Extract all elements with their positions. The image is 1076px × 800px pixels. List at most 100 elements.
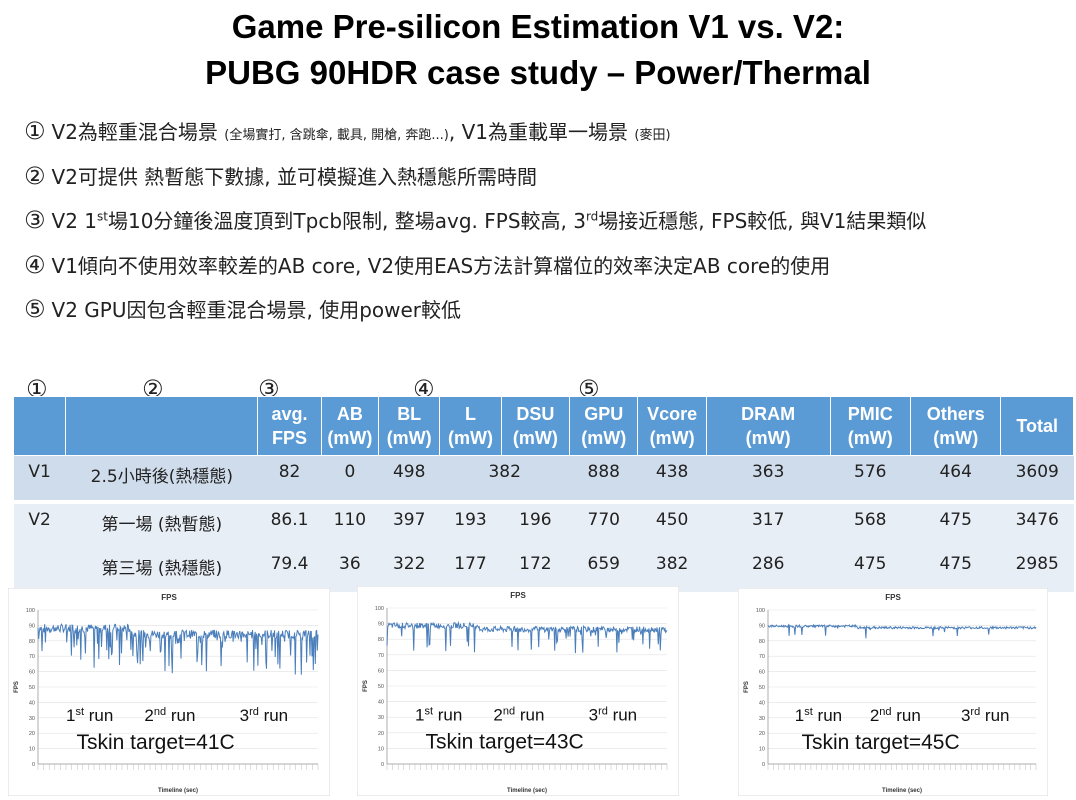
fps-chart-41c: FPS 100 90 80 70 60 50 40 30 20 10 0 FPS Timeline (se… [7, 587, 331, 797]
run-label: 3rd run [240, 706, 289, 725]
cell-pmic: 576 [830, 455, 911, 504]
title-line-1: Game Pre-silicon Estimation V1 vs. V2: [231, 8, 845, 45]
fps-series-line [386, 620, 668, 654]
x-axis-label: Timeline (sec) [882, 788, 922, 794]
tskin-target-label: Tskin target=45C [801, 731, 959, 754]
header-cell-ab: AB (mW) [320, 396, 380, 456]
y-tick-label: 0 [32, 762, 35, 768]
cell-pmic: 568 [830, 502, 911, 548]
y-tick-label: 10 [759, 747, 765, 753]
fps-series-line [767, 623, 1037, 639]
power-table: avg. FPS AB (mW) BL (mW) L (mW) DSU (mW) GPU(… [12, 396, 1074, 592]
y-tick-label: 90 [29, 623, 35, 629]
cell-gpu: 659 [569, 548, 638, 592]
y-tick-label: 80 [759, 639, 765, 645]
y-tick-label: 30 [759, 716, 765, 722]
y-tick-label: 60 [29, 670, 35, 676]
y-tick-label: 100 [375, 606, 384, 612]
header-cell-condition [65, 396, 259, 456]
bullet-number: ④ [24, 250, 46, 279]
run-label: 2nd run [870, 706, 921, 725]
chart-title: FPS [885, 593, 901, 602]
cell-dsu: 172 [501, 548, 570, 592]
bullet-text: V2可提供 熱暫態下數據, 並可模擬進入熱穩態所需時間 [51, 164, 537, 189]
y-axis-label: FPS [744, 681, 750, 693]
cell-version [13, 548, 66, 592]
bullet-number: ③ [24, 206, 46, 234]
run-label: 3rd run [589, 705, 638, 724]
run-label: 1st run [66, 706, 113, 725]
y-tick-label: 50 [759, 685, 765, 691]
cell-l: 177 [439, 548, 502, 592]
bullet-number: ① [24, 117, 46, 145]
y-tick-label: 30 [378, 715, 384, 721]
bullet-number: ② [24, 161, 46, 190]
cell-others: 475 [910, 548, 1001, 592]
cell-vcore: 450 [637, 502, 707, 548]
cell-pmic: 475 [830, 548, 911, 592]
slide-title: Game Pre-silicon Estimation V1 vs. V2: P… [0, 4, 1076, 96]
fps-series-line [37, 623, 319, 675]
fps-chart-43c: FPS 100 90 80 70 60 50 40 30 20 10 0 FPS Timeline (se… [356, 585, 680, 797]
bullet-text: V2 GPU因包含輕重混合場景, 使用power較低 [51, 298, 462, 322]
table-header-row: avg. FPS AB (mW) BL (mW) L (mW) DSU (mW) GPU(… [12, 396, 1074, 456]
y-tick-label: 70 [29, 654, 35, 660]
cell-total: 2985 [1000, 548, 1074, 592]
chart-title: FPS [161, 593, 177, 602]
y-tick-label: 20 [378, 731, 384, 737]
header-cell-dsu: DSU (mW) [500, 396, 571, 456]
cell-dram: 363 [706, 455, 831, 504]
cell-others: 475 [910, 502, 1001, 548]
bullet-text: , V1為重載單一場景 [448, 120, 635, 144]
cell-total: 3476 [1000, 502, 1074, 548]
y-tick-label: 20 [29, 731, 35, 737]
y-tick-label: 20 [759, 731, 765, 737]
y-axis-label: FPS [363, 680, 369, 692]
y-tick-label: 80 [378, 637, 384, 643]
header-cell-pmic: PMIC (mW) [829, 396, 911, 456]
bullet-1: ① V2為輕重混合場景 (全場實打, 含跳傘, 載具, 開槍, 奔跑...), V… [24, 112, 1064, 157]
bullet-text: 場接近穩態, FPS較低, 與V1結果類似 [598, 209, 927, 233]
header-cell-bl: BL (mW) [378, 396, 441, 456]
x-axis-label: Timeline (sec) [158, 788, 198, 794]
bullet-text: 場10分鐘後溫度頂到Tpcb限制, 整場avg. FPS較高, 3 [107, 209, 586, 233]
y-tick-label: 50 [378, 684, 384, 690]
fps-chart-45c: FPS 100 90 80 70 60 50 40 30 20 10 0 FPS Timeline (se… [737, 587, 1049, 797]
y-tick-label: 100 [756, 608, 765, 614]
y-axis-label: FPS [14, 681, 20, 693]
bullet-4: ④ V1傾向不使用效率較差的AB core, V2使用EAS方法計算檔位的效率決定… [24, 246, 1064, 291]
table-row: V2 第一場 (熱暫態) 86.1 110 397 193 196 770 45… [13, 502, 1074, 548]
cell-total: 3609 [1000, 455, 1074, 504]
run-label: 2nd run [493, 705, 544, 724]
cell-vcore: 382 [637, 548, 707, 592]
y-tick-label: 60 [759, 670, 765, 676]
bullet-text: V2為輕重混合場景 [51, 120, 225, 144]
header-cell-vcore: Vcore (mW) [637, 396, 707, 456]
run-label: 2nd run [144, 706, 195, 725]
y-tick-label: 10 [29, 747, 35, 753]
cell-fps: 86.1 [257, 502, 322, 548]
x-axis-label: Timeline (sec) [507, 788, 547, 794]
chart-frame [356, 585, 680, 797]
chart-frame [7, 587, 331, 797]
cell-vcore: 438 [637, 455, 707, 504]
bullet-5: ⑤ V2 GPU因包含輕重混合場景, 使用power較低 [24, 290, 1064, 335]
y-tick-label: 90 [378, 622, 384, 628]
header-cell-fps: avg. FPS [257, 396, 322, 456]
y-tick-label: 10 [378, 746, 384, 752]
header-cell-total: Total [1000, 396, 1074, 456]
header-cell-dram: DRAM (mW) [705, 396, 831, 456]
cell-ab: 0 [321, 455, 379, 504]
run-label: 1st run [795, 706, 842, 725]
title-line-2: PUBG 90HDR case study – Power/Thermal [205, 54, 871, 91]
header-cell-l: L (mW) [439, 396, 502, 456]
bullet-2: ② V2可提供 熱暫態下數據, 並可模擬進入熱穩態所需時間 [24, 157, 1064, 202]
cell-ab: 36 [321, 548, 379, 592]
cell-version: V1 [13, 455, 66, 504]
y-tick-label: 40 [378, 700, 384, 706]
bullet-sup: rd [585, 209, 599, 224]
header-cell-others: Others (mW) [909, 396, 1002, 456]
